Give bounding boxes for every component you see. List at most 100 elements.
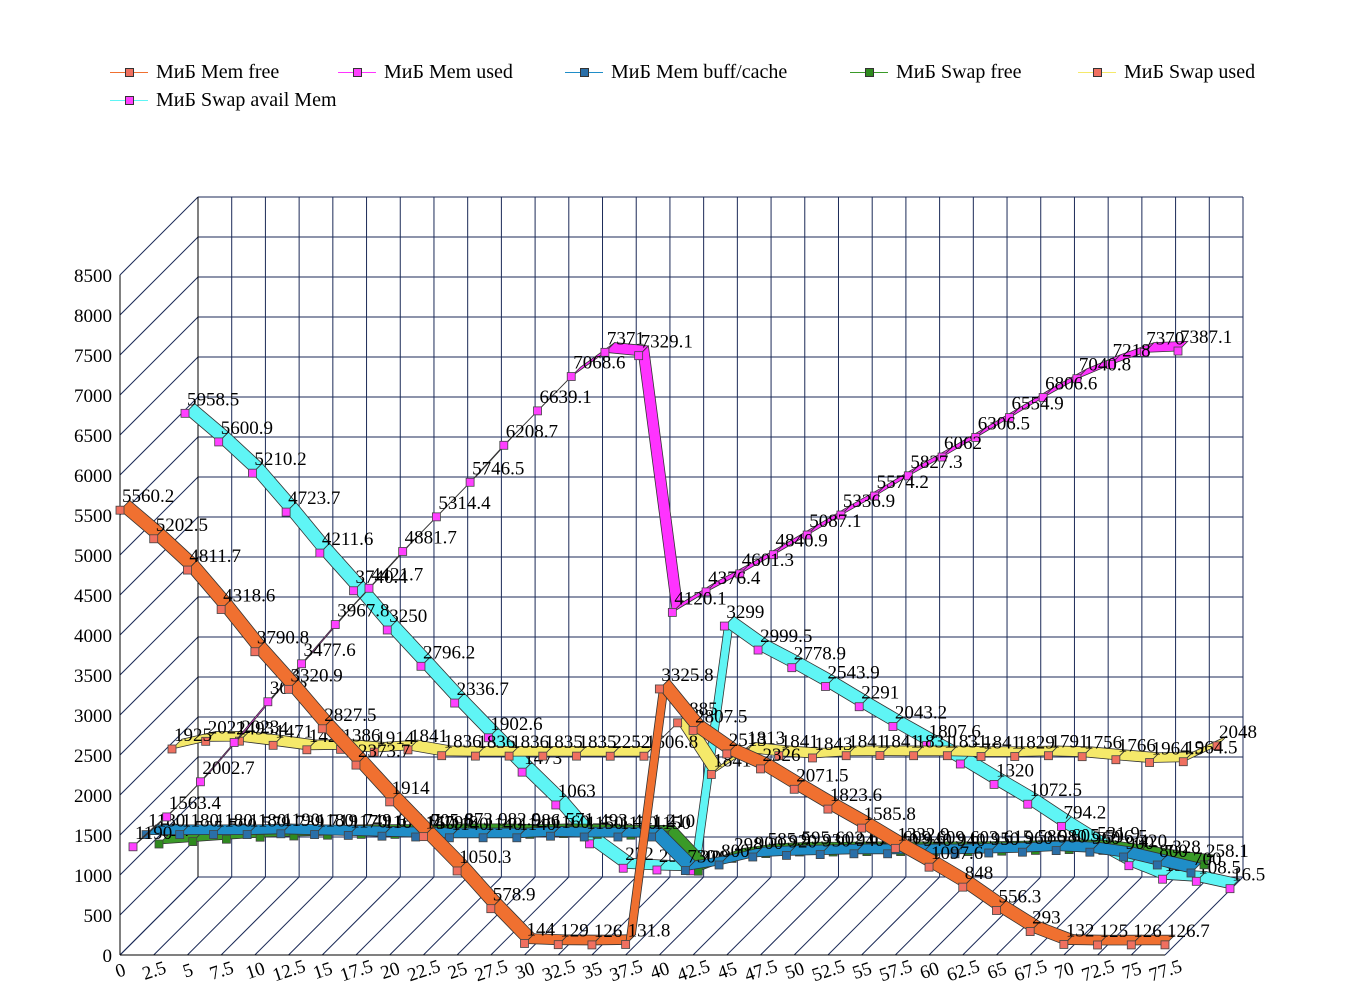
data-label: 2252 [612,732,650,753]
data-point-marker [875,751,885,760]
data-label: 873 [464,810,493,831]
data-label: 920 [788,831,817,852]
data-point-marker [706,770,716,779]
data-point-marker [572,751,581,761]
data-point-marker [1010,752,1020,761]
data-label: 1180 [317,811,354,832]
data-point-marker [209,830,218,839]
x-tick-label: 75 [1120,958,1145,984]
floor-gridline [726,876,806,956]
data-label: 2336.7 [457,679,509,700]
floor-gridline [321,876,401,956]
floor-gridline [760,876,839,956]
x-tick-label: 45 [715,958,740,984]
data-point-marker [149,534,159,544]
data-label: 3325.8 [661,665,713,686]
data-point-marker [512,833,522,843]
data-point-marker [849,849,859,859]
data-label: 940 [957,830,986,851]
data-point-marker [317,724,327,734]
side-wall-gridline [119,796,199,876]
data-point-marker [701,587,711,597]
data-label: 531.9 [1097,823,1140,844]
data-label: 595 [801,828,830,849]
floor-gridline [490,876,570,956]
data-point-marker [1160,940,1170,950]
data-label: 848 [965,863,994,884]
data-point-marker [774,751,784,761]
data-point-marker [1025,927,1035,936]
y-tick-label: 1000 [74,866,112,887]
x-tick-label: 72.5 [1079,956,1117,986]
data-label: 1097.6 [931,843,983,864]
legend-label: МиБ Mem used [384,61,513,83]
side-wall-gridline [119,836,199,916]
data-point-marker [808,753,817,763]
data-label: 293 [1032,908,1061,929]
data-point-marker [1199,860,1209,870]
y-tick-label: 3000 [74,706,112,727]
data-point-marker [1085,847,1095,857]
y-tick-label: 7500 [74,346,112,367]
y-tick-label: 2500 [74,746,112,767]
data-label: 1902.6 [490,714,542,735]
data-point-marker [1126,940,1136,950]
legend-label: МиБ Swap avail Mem [156,89,337,111]
data-label: 1180 [182,811,219,832]
data-label: 1964.5 [1185,738,1237,759]
x-tick-label: 47.5 [742,956,780,986]
data-point-marker [667,607,677,617]
y-tick-label: 6000 [74,466,112,487]
data-label: 3250 [389,606,427,627]
data-label: 1170 [350,811,387,832]
side-wall-gridline [119,676,199,756]
data-point-marker [903,471,913,481]
data-label: 5210.2 [254,449,306,470]
data-point-marker [621,940,631,949]
data-label: 1841 [781,732,819,753]
data-point-marker [1152,860,1162,870]
data-point-marker [1018,847,1027,857]
data-point-marker [349,586,358,596]
data-point-marker [618,863,628,873]
data-label: 609 [936,828,965,849]
data-label: 3477.6 [304,640,356,661]
data-label: 1585.8 [864,804,916,825]
data-point-marker [281,507,291,517]
data-point-marker [546,831,555,841]
data-label: 2326 [762,745,800,766]
floor-gridline [187,876,266,956]
x-tick-label: 12.5 [270,956,308,986]
data-label: 1829 [1017,733,1055,754]
data-label: 794.2 [1063,802,1106,823]
data-point-marker [115,505,125,515]
x-tick-label: 7.5 [207,957,236,984]
data-point-marker [499,440,509,450]
data-label: 1836 [477,732,515,753]
data-label: 1160 [553,812,590,833]
data-point-marker [551,800,561,810]
x-tick-label: 37.5 [607,956,645,986]
data-label: 1807.6 [929,721,981,742]
data-point-marker [870,491,880,501]
data-label: 950 [991,829,1020,850]
data-label: 1150 [654,813,691,834]
x-tick-label: 10 [243,958,268,984]
data-point-marker [214,437,224,447]
x-tick-label: 60 [917,958,942,984]
side-wall-gridline [119,476,199,556]
floor-gridline [827,876,907,956]
data-point-marker [385,797,395,807]
data-label: 5827.3 [910,452,962,473]
data-point-marker [888,722,898,731]
data-label: 7371 [607,328,645,349]
data-label: 800 [721,841,750,862]
data-label: 5560.2 [122,486,174,507]
series-ribbon-segment [638,345,683,614]
data-point-marker [942,751,952,761]
data-label: 2002.7 [202,758,254,779]
legend-marker [125,68,134,77]
data-point-marker [1005,413,1014,423]
x-tick-label: 55 [850,958,875,984]
